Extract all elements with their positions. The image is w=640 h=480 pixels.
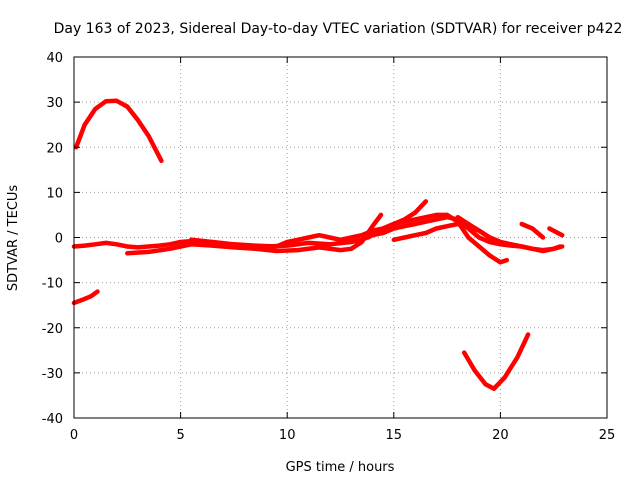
series-arc-1: [73, 98, 164, 164]
y-tick-label: 10: [46, 186, 63, 201]
y-tick-label: -30: [42, 367, 63, 382]
series-arc-2: [71, 289, 100, 306]
series-arc-11: [547, 226, 565, 238]
y-tick-label: -40: [42, 412, 63, 427]
series-arc-7: [365, 212, 510, 265]
x-tick-label: 10: [279, 428, 296, 443]
series-layer: [71, 98, 565, 391]
grid: [74, 57, 607, 418]
series-arc-9: [455, 214, 565, 253]
y-tick-label: -20: [42, 322, 63, 337]
y-tick-label: 30: [46, 96, 63, 111]
y-tick-label: 0: [55, 232, 63, 247]
series-arc-4: [71, 214, 563, 254]
y-axis-label: SDTVAR / TECUs: [6, 185, 21, 292]
series-arc-10: [519, 221, 546, 240]
y-tick-label: -10: [42, 277, 63, 292]
chart-title: Day 163 of 2023, Sidereal Day-to-day VTE…: [54, 21, 623, 37]
x-tick-label: 25: [599, 428, 616, 443]
x-tick-label: 5: [176, 428, 184, 443]
y-tick-label: 40: [46, 51, 63, 66]
axis-ticks: 0 5 10 15 20 25 -40 -30 -20 -10 0 10 20 30 40: [42, 51, 616, 443]
series-arc-5: [125, 212, 384, 256]
series-arc-3: [461, 332, 531, 391]
y-tick-label: 20: [46, 141, 63, 156]
x-tick-label: 20: [492, 428, 509, 443]
x-tick-label: 0: [70, 428, 78, 443]
x-axis-label: GPS time / hours: [286, 460, 395, 475]
x-tick-label: 15: [386, 428, 403, 443]
